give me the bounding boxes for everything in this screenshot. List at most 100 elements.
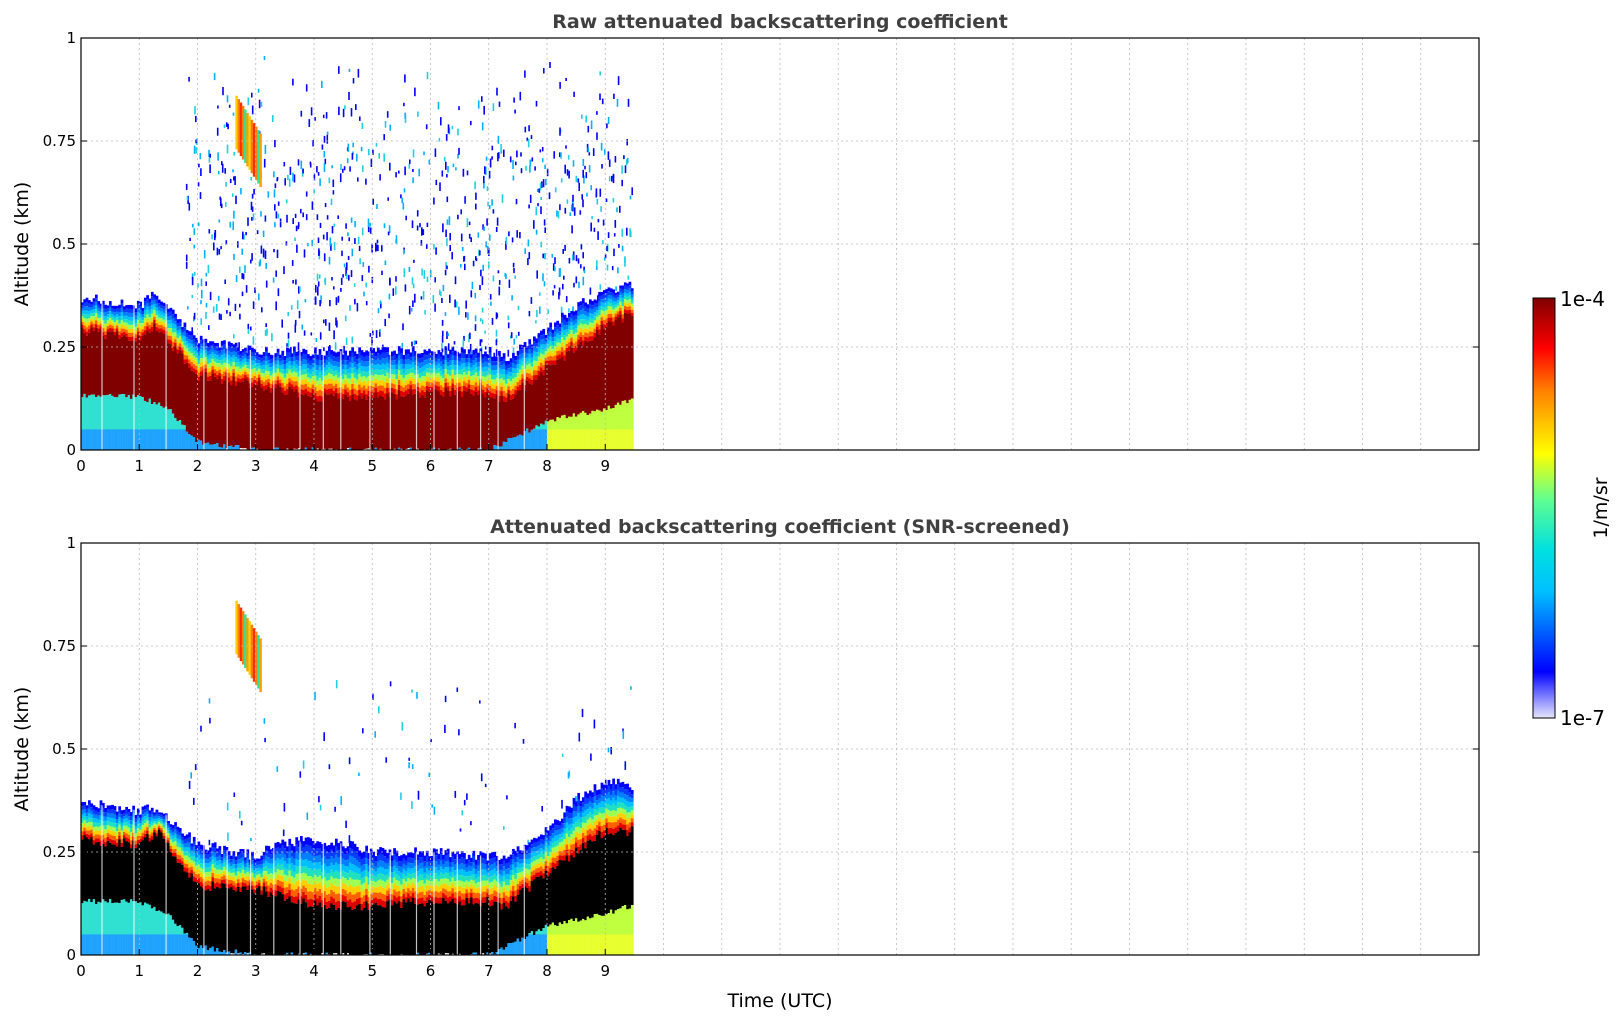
noise-pixel <box>292 280 294 284</box>
backscatter-band <box>150 828 154 833</box>
backscatter-band <box>286 363 289 369</box>
near-surface-signal <box>125 901 128 955</box>
backscatter-band <box>234 347 238 353</box>
backscatter-band <box>449 380 452 386</box>
time-column <box>458 353 462 450</box>
missing-profile <box>203 340 205 450</box>
backscatter-band <box>602 302 606 308</box>
noise-pixel <box>477 100 480 109</box>
backscatter-band <box>125 818 128 823</box>
time-column <box>318 349 322 450</box>
backscatter-band <box>169 827 173 831</box>
noise-pixel <box>193 228 196 235</box>
noise-pixel <box>307 242 309 247</box>
time-column <box>481 354 485 450</box>
backscatter-band <box>362 371 366 376</box>
backscatter-band <box>381 374 385 381</box>
time-column <box>118 806 122 955</box>
backscatter-band <box>136 300 140 305</box>
backscatter-band <box>537 347 541 352</box>
noise-pixel <box>328 256 331 265</box>
backscatter-band <box>183 847 187 852</box>
backscatter-band <box>307 358 310 364</box>
noise-pixel <box>251 206 254 212</box>
backscatter-band <box>85 819 89 824</box>
noise-pixel <box>416 225 419 231</box>
noise-pixel <box>548 192 551 200</box>
backscatter-band <box>581 324 585 330</box>
noise-pixel <box>485 241 487 248</box>
backscatter-band <box>623 289 627 293</box>
backscatter-band <box>162 319 166 324</box>
backscatter-band <box>237 374 240 379</box>
elevated-cloud-column <box>235 95 238 150</box>
backscatter-band <box>83 329 87 333</box>
near-surface-signal-low <box>129 429 133 450</box>
noise-pixel <box>412 168 414 172</box>
noise-pixel <box>348 237 350 242</box>
time-column <box>81 801 84 955</box>
noise-pixel <box>277 288 280 297</box>
backscatter-band <box>136 331 140 336</box>
backscatter-band <box>330 378 334 384</box>
backscatter-band <box>586 325 590 330</box>
backscatter-band <box>463 353 466 359</box>
backscatter-band <box>574 319 578 324</box>
near-surface-signal-low <box>206 950 210 955</box>
saturated-core <box>595 329 599 410</box>
backscatter-band <box>386 352 389 358</box>
backscatter-band <box>327 362 331 368</box>
backscatter-band <box>139 817 142 821</box>
time-column <box>514 356 518 450</box>
saturated-core <box>577 344 581 415</box>
saturated-core <box>241 886 245 954</box>
backscatter-band <box>155 311 159 316</box>
noise-pixel <box>439 289 441 295</box>
noise-pixel <box>553 285 556 289</box>
backscatter-band <box>209 886 212 891</box>
saturated-core <box>92 844 96 900</box>
backscatter-band <box>325 360 329 366</box>
noise-pixel <box>445 229 447 238</box>
backscatter-band <box>365 372 368 378</box>
backscatter-band <box>446 370 450 375</box>
backscatter-band <box>251 365 254 370</box>
near-surface-signal <box>111 903 115 955</box>
backscatter-band <box>323 363 327 368</box>
backscatter-band <box>120 303 124 308</box>
noise-pixel <box>188 202 191 211</box>
noise-pixel <box>400 194 402 199</box>
noise-pixel <box>571 254 574 261</box>
saturated-core <box>288 386 292 450</box>
noise-pixel <box>426 276 429 282</box>
noise-pixel <box>227 123 229 130</box>
backscatter-band <box>157 825 161 828</box>
backscatter-band <box>87 830 91 835</box>
noise-pixel <box>514 722 516 729</box>
backscatter-band <box>572 325 576 330</box>
noise-pixel <box>536 270 538 279</box>
backscatter-band <box>83 314 87 318</box>
backscatter-band <box>323 380 327 385</box>
backscatter-band <box>397 384 401 390</box>
backscatter-band <box>414 370 417 375</box>
backscatter-band <box>614 295 618 299</box>
backscatter-band <box>232 864 236 869</box>
backscatter-band <box>477 362 480 367</box>
backscatter-band <box>616 297 620 301</box>
saturated-core <box>523 390 527 432</box>
noise-pixel <box>480 773 483 782</box>
noise-pixel <box>334 806 336 812</box>
backscatter-band <box>211 851 215 856</box>
backscatter-band <box>237 863 240 868</box>
backscatter-band <box>188 837 191 843</box>
time-column <box>153 294 156 450</box>
near-surface-signal-low <box>90 934 94 955</box>
backscatter-band <box>94 838 98 843</box>
noise-pixel <box>511 295 513 301</box>
backscatter-band <box>232 351 236 355</box>
backscatter-band <box>381 385 385 392</box>
backscatter-band <box>174 335 177 340</box>
backscatter-band <box>451 346 455 352</box>
saturated-core <box>486 392 490 450</box>
